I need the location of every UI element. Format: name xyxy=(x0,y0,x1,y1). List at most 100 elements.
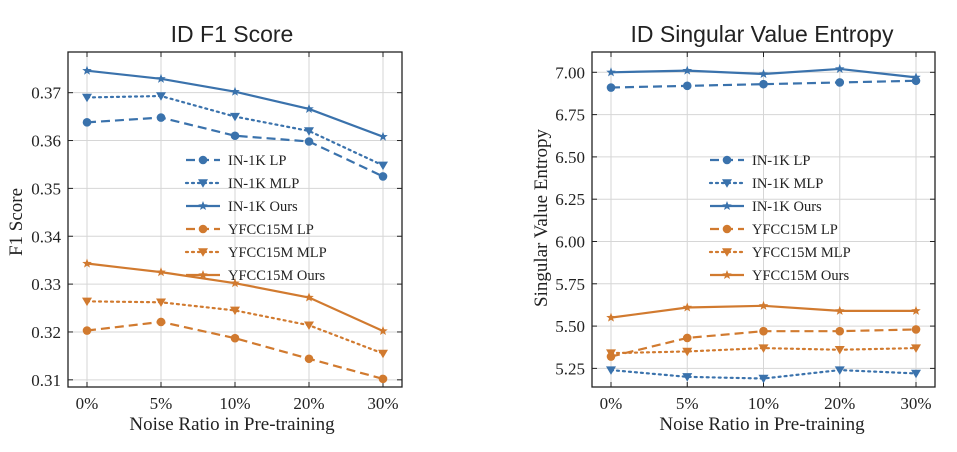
data-point xyxy=(82,93,92,103)
y-axis-label: F1 Score xyxy=(6,188,27,256)
x-tick-label: 20% xyxy=(824,394,855,413)
data-point xyxy=(682,302,693,312)
data-point xyxy=(378,161,388,171)
data-point xyxy=(304,137,314,146)
data-point xyxy=(156,113,166,122)
data-point xyxy=(304,127,314,136)
y-tick-label: 0.36 xyxy=(31,132,61,151)
legend-label: IN-1K MLP xyxy=(228,176,299,192)
data-point xyxy=(156,317,166,327)
x-tick-label: 30% xyxy=(900,394,931,413)
series-yfcc15m-lp xyxy=(606,325,921,361)
chart-title: ID F1 Score xyxy=(171,21,294,47)
x-tick-label: 10% xyxy=(219,394,250,413)
legend-marker xyxy=(722,270,732,280)
x-tick-label: 0% xyxy=(600,394,623,413)
legend-label: IN-1K LP xyxy=(752,153,810,169)
data-point xyxy=(606,67,616,77)
x-tick-label: 5% xyxy=(676,394,699,413)
legend-label: IN-1K Ours xyxy=(752,199,822,215)
y-tick-label: 0.34 xyxy=(31,227,61,246)
y-axis-label: Singular Value Entropy xyxy=(531,128,552,307)
data-point xyxy=(82,326,92,335)
y-tick-label: 5.25 xyxy=(555,359,585,378)
data-point xyxy=(911,369,921,379)
data-point xyxy=(156,92,166,101)
data-point xyxy=(156,298,166,308)
data-point xyxy=(378,349,388,359)
data-point xyxy=(230,306,240,316)
data-point xyxy=(606,366,616,375)
legend-marker xyxy=(198,270,208,280)
y-tick-label: 5.50 xyxy=(555,317,585,336)
y-tick-label: 0.37 xyxy=(31,84,61,103)
data-point xyxy=(911,72,921,82)
chart-title: ID Singular Value Entropy xyxy=(631,21,894,47)
legend-label: IN-1K MLP xyxy=(752,176,823,192)
legend-label: YFCC15M MLP xyxy=(228,245,327,261)
data-point xyxy=(304,292,314,302)
x-tick-label: 30% xyxy=(367,394,398,413)
legend: IN-1K LP IN-1K MLP IN-1K Ours YFCC15M LP YFC… xyxy=(708,153,851,284)
y-tick-label: 6.50 xyxy=(555,148,585,167)
series-line xyxy=(86,320,384,380)
data-point xyxy=(156,73,166,83)
legend-marker xyxy=(198,179,208,188)
legend-label: IN-1K Ours xyxy=(228,199,298,215)
y-tick-label: 5.75 xyxy=(555,275,585,294)
data-point xyxy=(682,333,692,343)
series-line xyxy=(85,300,385,355)
data-point xyxy=(82,65,92,75)
data-point xyxy=(758,344,769,353)
series-in-1k-ours xyxy=(82,65,388,141)
data-point xyxy=(82,258,92,268)
data-point xyxy=(606,83,616,92)
series-yfcc15m-mlp xyxy=(82,297,388,359)
data-point xyxy=(378,374,388,384)
data-point xyxy=(834,63,845,73)
y-tick-label: 7.00 xyxy=(555,63,585,82)
legend-marker xyxy=(198,248,208,257)
data-point xyxy=(230,86,240,96)
data-point xyxy=(911,305,921,315)
data-point xyxy=(230,131,240,141)
y-tick-label: 0.32 xyxy=(31,323,61,342)
legend-label: IN-1K LP xyxy=(228,153,286,169)
x-axis-label: Noise Ratio in Pre-training xyxy=(129,414,335,435)
series-in-1k-mlp xyxy=(606,366,921,384)
data-point xyxy=(304,321,314,331)
data-point xyxy=(606,349,616,358)
series-line xyxy=(610,79,917,89)
legend-label: YFCC15M MLP xyxy=(752,245,851,261)
data-point xyxy=(682,347,693,357)
legend-label: YFCC15M Ours xyxy=(752,268,849,284)
legend-marker xyxy=(198,155,208,165)
series-yfcc15m-ours xyxy=(82,258,388,336)
legend-marker xyxy=(722,248,732,257)
series-yfcc15m-mlp xyxy=(606,344,921,358)
series-line xyxy=(86,116,384,178)
grid xyxy=(68,52,402,387)
x-tick-label: 0% xyxy=(76,394,99,413)
data-point xyxy=(304,103,314,113)
data-point xyxy=(156,267,166,277)
x-tick-label: 10% xyxy=(748,394,779,413)
legend-label: YFCC15M LP xyxy=(752,222,838,238)
chart-f1-score: ID F1 Score Noise Ratio in Pre-training … xyxy=(6,21,403,435)
data-point xyxy=(758,300,769,310)
legend-label: YFCC15M LP xyxy=(228,222,314,238)
ticks: 0% 5% 10% 20% 30% 0.31 0.32 0.33 0.34 0.35 0.36 0.3… xyxy=(31,52,402,413)
data-point xyxy=(759,79,768,89)
legend-marker xyxy=(722,179,732,188)
chart-singular-value-entropy: ID Singular Value Entropy Noise Ratio in… xyxy=(531,21,936,435)
series-yfcc15m-lp xyxy=(82,317,388,384)
data-point xyxy=(682,65,693,75)
data-point xyxy=(82,297,92,307)
data-point xyxy=(606,312,616,322)
data-point xyxy=(230,112,240,122)
legend-marker xyxy=(198,201,208,211)
data-point xyxy=(759,326,768,336)
series-in-1k-ours xyxy=(606,63,921,82)
data-point xyxy=(230,333,240,343)
